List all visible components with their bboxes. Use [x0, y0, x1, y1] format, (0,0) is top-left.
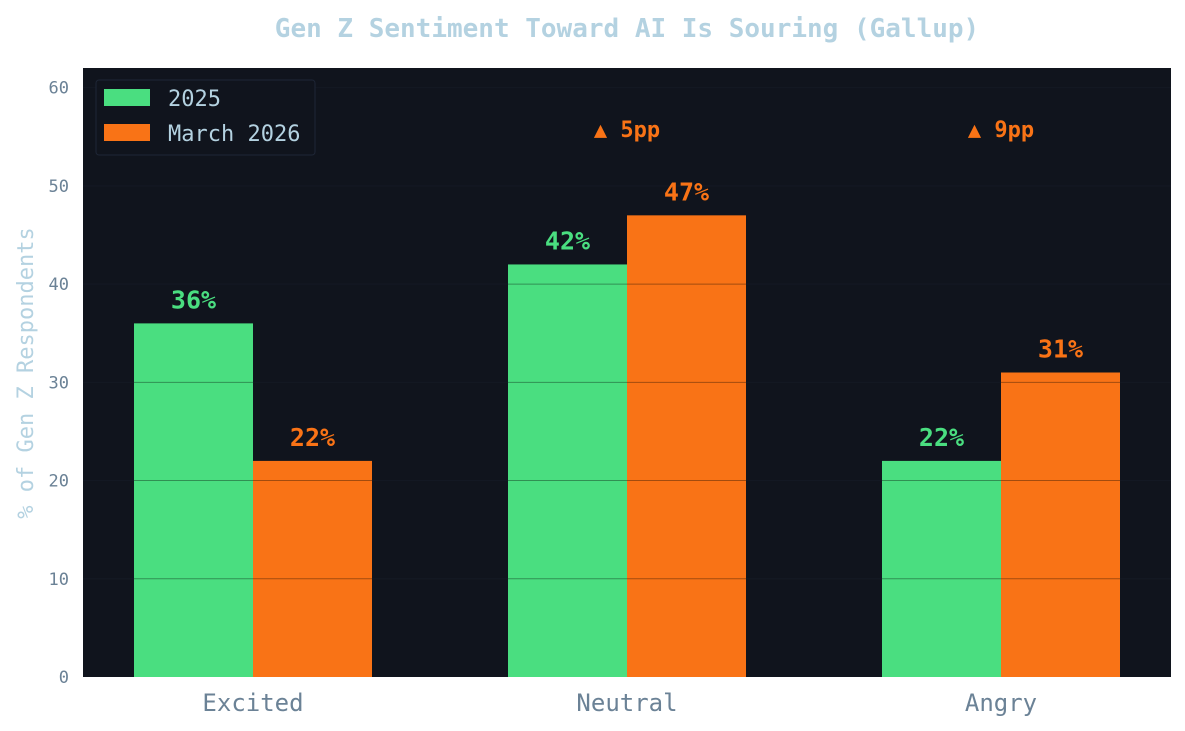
y-tick-label: 10 — [49, 570, 69, 590]
x-tick-label-angry: Angry — [965, 689, 1037, 717]
y-axis-label: % of Gen Z Respondents — [14, 227, 39, 518]
legend-swatch-2025 — [104, 89, 150, 106]
legend: 2025 March 2026 — [95, 79, 316, 156]
legend-swatch-march-2026 — [104, 124, 150, 141]
bar-2025-angry — [882, 460, 1001, 677]
data-label-march-2026-excited: 22% — [290, 423, 335, 452]
legend-label-march-2026: March 2026 — [168, 122, 300, 147]
y-tick-label: 20 — [49, 472, 69, 492]
data-label-2025-angry: 22% — [919, 423, 964, 452]
data-label-2025-excited: 36% — [171, 285, 216, 314]
y-tick-label: 40 — [49, 275, 69, 295]
y-tick-label: 30 — [49, 373, 69, 393]
data-label-march-2026-angry: 31% — [1038, 335, 1083, 364]
x-tick-label-excited: Excited — [202, 689, 303, 717]
annotation-neutral: ▲ 5pp — [594, 118, 660, 143]
data-label-march-2026-neutral: 47% — [664, 177, 709, 206]
legend-label-2025: 2025 — [168, 87, 221, 112]
bar-2025-neutral — [508, 264, 627, 677]
bar-march-2026-angry — [1001, 372, 1120, 677]
y-tick-label: 0 — [59, 668, 69, 688]
legend-box — [95, 79, 316, 156]
y-tick-label: 50 — [49, 177, 69, 197]
chart-title: Gen Z Sentiment Toward AI Is Souring (Ga… — [275, 14, 979, 44]
x-tick-label-neutral: Neutral — [576, 689, 677, 717]
y-tick-label: 60 — [49, 79, 69, 99]
annotation-angry: ▲ 9pp — [968, 118, 1034, 143]
bar-2025-excited — [134, 323, 253, 677]
bar-march-2026-excited — [253, 460, 372, 677]
bar-march-2026-neutral — [627, 215, 746, 677]
data-label-2025-neutral: 42% — [545, 226, 590, 255]
